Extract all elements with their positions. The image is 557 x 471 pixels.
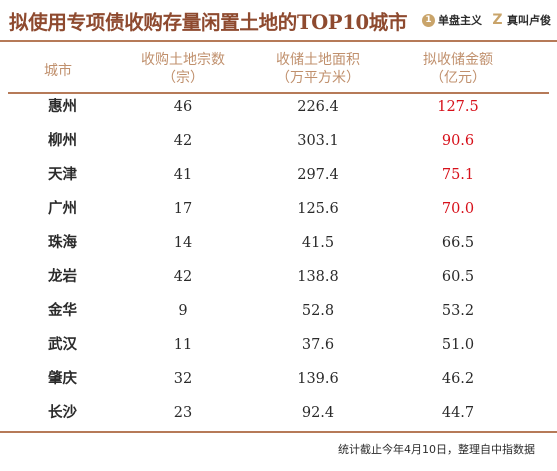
header: 拟使用专项债收购存量闲置土地的TOP10城市 1 单盘主义 Z 真叫卢俊 xyxy=(0,0,557,40)
area-cell: 37.6 xyxy=(301,337,335,353)
amount-cell: 60.5 xyxy=(441,269,475,285)
area-cell: 139.6 xyxy=(297,371,339,387)
logo-zhenjiaolujun: Z 真叫卢俊 xyxy=(491,12,551,28)
zhenjiao-logo-icon: Z xyxy=(492,12,503,28)
column-header-city: 城市 xyxy=(44,63,72,79)
page-title: 拟使用专项债收购存量闲置土地的TOP10城市 xyxy=(9,11,408,34)
amount-cell: 51.0 xyxy=(441,337,475,353)
table-row: 长沙 23 92.4 44.7 xyxy=(0,396,557,430)
area-cell: 41.5 xyxy=(301,235,335,251)
column-header-amount-label: 拟收储金额 xyxy=(423,52,493,68)
count-cell: 46 xyxy=(173,99,193,115)
logo-text: 真叫卢俊 xyxy=(507,14,551,27)
area-cell: 52.8 xyxy=(301,303,335,319)
city-cell: 广州 xyxy=(48,200,77,217)
footnote: 统计截止今年4月10日，整理自中指数据 xyxy=(338,443,535,456)
bottom-divider xyxy=(0,431,557,433)
column-header-count: 收购土地宗数 （宗） xyxy=(128,51,238,91)
city-cell: 天津 xyxy=(48,166,77,183)
table-row: 武汉 11 37.6 51.0 xyxy=(0,328,557,362)
table-row: 柳州 42 303.1 90.6 xyxy=(0,124,557,158)
city-cell: 柳州 xyxy=(48,132,77,149)
amount-cell: 44.7 xyxy=(441,405,475,421)
count-cell: 17 xyxy=(173,201,193,217)
column-header-count-label: 收购土地宗数 xyxy=(141,52,225,68)
column-header-amount-unit: （亿元） xyxy=(430,70,486,86)
top-divider xyxy=(0,40,557,42)
area-cell: 303.1 xyxy=(297,133,339,149)
count-cell: 11 xyxy=(173,337,193,353)
table-row: 广州 17 125.6 70.0 xyxy=(0,192,557,226)
count-cell: 23 xyxy=(173,405,193,421)
amount-cell: 90.6 xyxy=(441,133,475,149)
column-header-count-unit: （宗） xyxy=(162,70,204,86)
city-cell: 金华 xyxy=(48,302,77,319)
area-cell: 138.8 xyxy=(297,269,339,285)
count-cell: 42 xyxy=(173,133,193,149)
table-row: 珠海 14 41.5 66.5 xyxy=(0,226,557,260)
city-cell: 惠州 xyxy=(48,98,77,115)
city-cell: 长沙 xyxy=(48,404,77,421)
table-row: 金华 9 52.8 53.2 xyxy=(0,294,557,328)
area-cell: 226.4 xyxy=(297,99,339,115)
city-cell: 肇庆 xyxy=(48,370,77,387)
area-cell: 125.6 xyxy=(297,201,339,217)
logos: 1 单盘主义 Z 真叫卢俊 xyxy=(413,10,551,30)
city-cell: 珠海 xyxy=(48,234,77,251)
count-cell: 14 xyxy=(173,235,193,251)
column-header-area-unit: （万平方米） xyxy=(276,70,360,86)
danpan-logo-icon: 1 xyxy=(422,13,435,27)
amount-cell: 46.2 xyxy=(441,371,475,387)
logo-text: 单盘主义 xyxy=(438,14,482,27)
amount-cell: 66.5 xyxy=(441,235,475,251)
count-cell: 41 xyxy=(173,167,193,183)
city-cell: 龙岩 xyxy=(48,268,77,285)
count-cell: 32 xyxy=(173,371,193,387)
column-header-area: 收储土地面积 （万平方米） xyxy=(258,51,378,91)
area-cell: 297.4 xyxy=(297,167,339,183)
count-cell: 42 xyxy=(173,269,193,285)
logo-danpanzhuyi: 1 单盘主义 xyxy=(422,12,482,28)
table-row: 龙岩 42 138.8 60.5 xyxy=(0,260,557,294)
column-header-area-label: 收储土地面积 xyxy=(276,52,360,68)
city-cell: 武汉 xyxy=(48,336,77,353)
count-cell: 9 xyxy=(178,303,188,319)
header-divider xyxy=(8,92,549,94)
amount-cell: 75.1 xyxy=(441,167,475,183)
table-row: 肇庆 32 139.6 46.2 xyxy=(0,362,557,396)
column-header-amount: 拟收储金额 （亿元） xyxy=(404,51,512,91)
area-cell: 92.4 xyxy=(301,405,335,421)
amount-cell: 127.5 xyxy=(437,99,479,115)
amount-cell: 53.2 xyxy=(441,303,475,319)
amount-cell: 70.0 xyxy=(441,201,475,217)
table-row: 天津 41 297.4 75.1 xyxy=(0,158,557,192)
table-row: 惠州 46 226.4 127.5 xyxy=(0,90,557,124)
